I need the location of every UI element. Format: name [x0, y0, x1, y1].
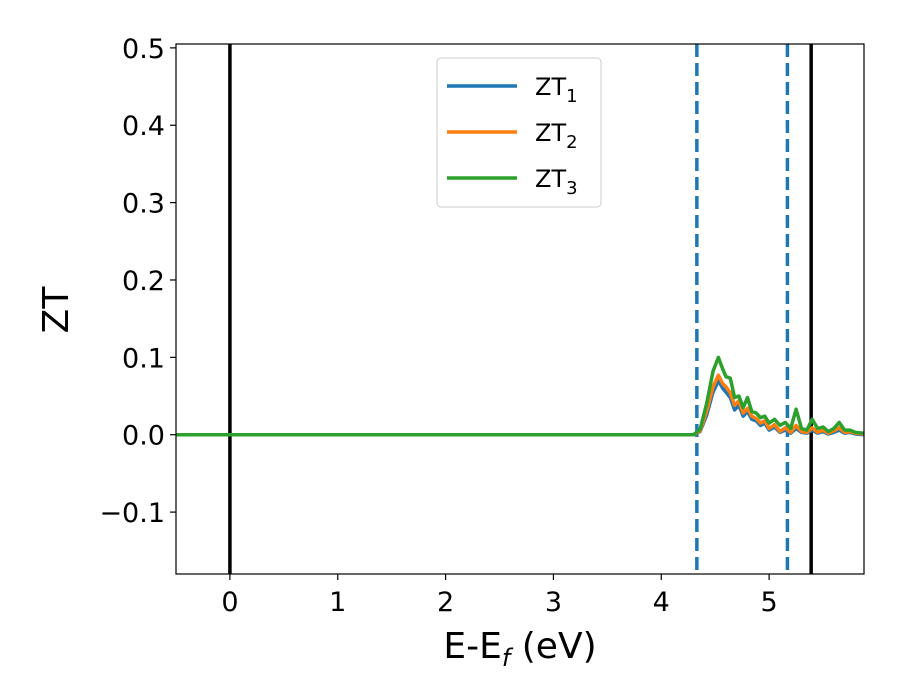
legend-label-2: ZT2 [535, 119, 578, 153]
legend-label-3: ZT3 [535, 165, 578, 199]
x-tick-label: 5 [761, 587, 778, 618]
y-tick-label: 0.1 [122, 343, 165, 374]
series-line-3 [176, 355, 864, 437]
x-axis-label: E-Ef (eV) [443, 626, 596, 672]
y-axis-label: ZT [36, 286, 77, 334]
legend-label-1: ZT1 [535, 73, 578, 107]
plot-frame [175, 43, 865, 575]
y-tick-label: 0.4 [122, 111, 165, 142]
x-tick-label: 1 [329, 587, 346, 618]
y-tick-label: 0.5 [122, 34, 165, 65]
y-tick-label: −0.1 [99, 498, 165, 529]
legend-box [436, 57, 602, 208]
x-tick-label: 3 [545, 587, 562, 618]
x-tick-label: 2 [437, 587, 454, 618]
y-tick-label: 0.3 [122, 189, 165, 220]
y-tick-label: 0.2 [122, 266, 165, 297]
y-tick-label: 0.0 [122, 421, 165, 452]
x-tick-label: 4 [653, 587, 670, 618]
x-tick-label: 0 [221, 587, 238, 618]
